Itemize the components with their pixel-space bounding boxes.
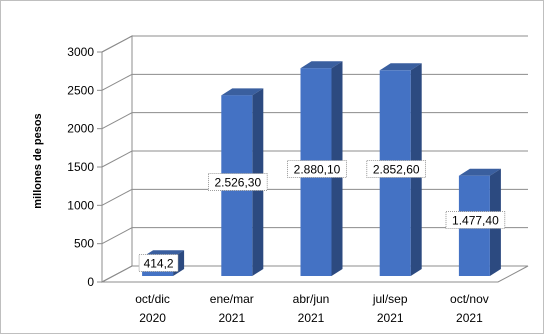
- bar-top-face: [300, 61, 343, 69]
- x-tick-label-year: 2021: [218, 311, 245, 325]
- x-tick-label-year: 2021: [377, 311, 404, 325]
- data-label-box: [207, 173, 268, 191]
- data-label: 2.526,30: [214, 176, 261, 190]
- x-axis-ticks: oct/dic 2020 ene/mar 2021 abr/jun 2021 jul/sep…: [135, 292, 488, 325]
- bars: 414,2 2.526,30 2.880,10 2.852,60 1.477,40: [138, 61, 506, 277]
- y-tick-label: 1500: [67, 160, 94, 174]
- data-label-box: [366, 160, 426, 178]
- bar-top-face: [379, 63, 422, 71]
- x-tick-label: ene/mar: [210, 292, 254, 306]
- x-tick-label-year: 2020: [139, 311, 166, 325]
- bar: 2.852,60: [366, 63, 426, 277]
- y-tick-label: 500: [74, 237, 94, 251]
- x-tick-label-year: 2021: [456, 311, 483, 325]
- data-label: 2.852,60: [373, 163, 420, 177]
- bar-top-face: [221, 88, 264, 96]
- x-tick-label: oct/dic: [135, 292, 170, 306]
- y-tick-label: 1000: [67, 198, 94, 212]
- data-label: 414,2: [144, 257, 174, 271]
- data-label: 2.880,10: [294, 163, 341, 177]
- bar: 1.477,40: [445, 168, 506, 276]
- y-tick-label: 0: [87, 275, 94, 289]
- bar: 414,2: [138, 250, 185, 276]
- x-tick-label-year: 2021: [298, 311, 325, 325]
- data-label: 1.477,40: [452, 214, 499, 228]
- y-tick-label: 2000: [67, 122, 94, 136]
- data-label-box: [445, 211, 506, 229]
- x-tick-label: jul/sep: [372, 292, 408, 306]
- bar: 2.880,10: [287, 61, 347, 276]
- x-tick-label: oct/nov: [450, 292, 489, 306]
- y-tick-label: 3000: [67, 45, 94, 59]
- bar-top-face: [458, 168, 501, 176]
- bar: 2.526,30: [207, 88, 268, 276]
- data-label-box: [287, 160, 347, 178]
- y-axis-label: millones de pesos: [32, 113, 44, 208]
- x-tick-label: abr/jun: [293, 292, 330, 306]
- y-axis-ticks: 0 500 1000 1500 2000 2500 3000: [67, 45, 103, 289]
- y-tick-label: 2500: [67, 83, 94, 97]
- gridline: [101, 35, 528, 53]
- data-label-box: [138, 254, 179, 272]
